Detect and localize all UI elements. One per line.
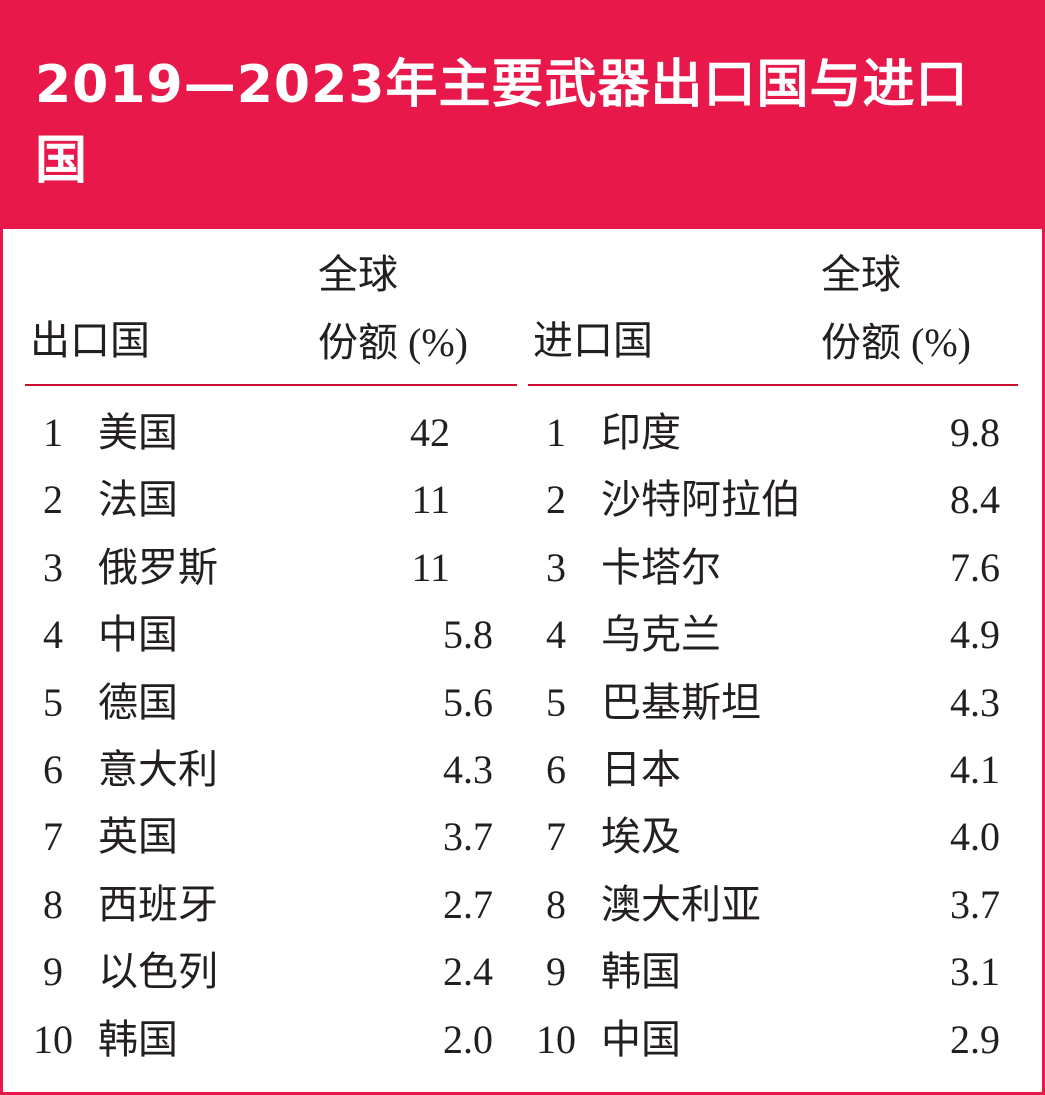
share: 2.0 xyxy=(443,1016,493,1062)
country: 巴基斯坦 xyxy=(601,679,761,725)
column-header: 进口国 xyxy=(533,318,653,363)
country: 意大利 xyxy=(98,747,218,792)
share: 4.9 xyxy=(950,612,1000,658)
column-header: 全球 份额 (%) xyxy=(821,252,971,365)
rank: 5 xyxy=(43,679,63,725)
country: 卡塔尔 xyxy=(601,544,721,590)
rank: 9 xyxy=(43,949,63,995)
country: 沙特阿拉伯 xyxy=(601,477,801,523)
rank: 2 xyxy=(546,477,566,523)
share: 2.4 xyxy=(443,949,493,995)
rank: 8 xyxy=(546,881,566,927)
country: 中国 xyxy=(601,1016,681,1062)
rank: 3 xyxy=(546,544,566,590)
share: 4.3 xyxy=(443,747,493,792)
share: 3.7 xyxy=(950,881,1000,927)
share: 8.4 xyxy=(950,477,1000,523)
title: 2019—2023年主要武器出口国与进口国 xyxy=(35,55,969,191)
country: 德国 xyxy=(98,679,178,725)
rank: 5 xyxy=(546,679,566,725)
header-band xyxy=(3,3,1042,229)
share: 11 xyxy=(411,544,450,590)
header-rule xyxy=(25,384,517,386)
country: 印度 xyxy=(601,410,681,455)
rank: 6 xyxy=(546,747,566,792)
country: 英国 xyxy=(98,814,178,860)
country: 日本 xyxy=(601,747,681,792)
share: 4.3 xyxy=(950,679,1000,725)
rank: 7 xyxy=(546,814,566,860)
share: 2.9 xyxy=(950,1016,1000,1062)
share: 4.0 xyxy=(950,814,1000,860)
country: 美国 xyxy=(98,410,178,455)
rank: 7 xyxy=(43,814,63,860)
share: 3.7 xyxy=(443,814,493,860)
rank: 1 xyxy=(43,410,63,455)
header-rule xyxy=(528,384,1018,386)
rank: 10 xyxy=(536,1016,576,1062)
rank: 4 xyxy=(43,612,63,658)
country: 西班牙 xyxy=(98,881,218,927)
country: 中国 xyxy=(98,612,178,658)
share: 9.8 xyxy=(950,410,1000,455)
country: 埃及 xyxy=(601,814,681,860)
column-header: 全球 份额 (%) xyxy=(318,252,468,365)
share: 2.7 xyxy=(443,881,493,927)
share: 3.1 xyxy=(950,949,1000,995)
share: 42 xyxy=(410,410,450,455)
country: 乌克兰 xyxy=(601,612,721,658)
column-header: 出口国 xyxy=(30,318,150,363)
share: 5.8 xyxy=(443,612,493,658)
share: 4.1 xyxy=(950,747,1000,792)
rank: 8 xyxy=(43,881,63,927)
country: 韩国 xyxy=(601,949,681,995)
rank: 9 xyxy=(546,949,566,995)
country: 以色列 xyxy=(98,949,218,995)
country: 澳大利亚 xyxy=(601,881,761,927)
country: 韩国 xyxy=(98,1016,178,1062)
rank: 6 xyxy=(43,747,63,792)
rank: 3 xyxy=(43,544,63,590)
country: 法国 xyxy=(98,477,178,523)
rank: 2 xyxy=(43,477,63,523)
country: 俄罗斯 xyxy=(98,544,218,590)
share: 11 xyxy=(411,477,450,523)
share: 7.6 xyxy=(950,544,1000,590)
share: 5.6 xyxy=(443,679,493,725)
rank: 4 xyxy=(546,612,566,658)
rank: 1 xyxy=(546,410,566,455)
rank: 10 xyxy=(33,1016,73,1062)
